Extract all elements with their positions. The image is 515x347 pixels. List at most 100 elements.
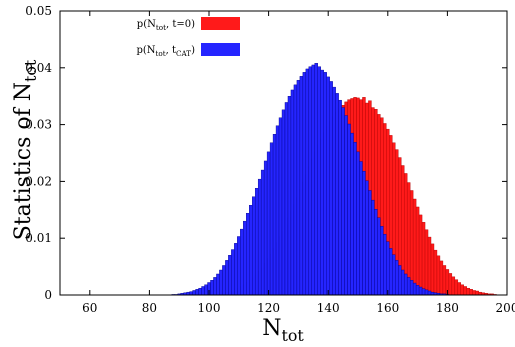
x-axis-label: Ntot [262, 316, 304, 345]
histogram-bar [237, 236, 241, 296]
histogram-bar [427, 290, 432, 296]
histogram-bar [260, 169, 265, 296]
histogram-bar [383, 234, 387, 296]
histogram-bar [228, 255, 232, 296]
histogram-bar [246, 213, 250, 296]
histogram-bar [252, 196, 256, 296]
histogram-bar [231, 249, 235, 296]
histogram-bar [386, 241, 390, 296]
histogram-bar [326, 76, 330, 296]
histogram-bar [272, 134, 277, 296]
histogram-bar [356, 151, 360, 296]
histogram-bar [389, 248, 393, 296]
histogram-bar [347, 123, 351, 296]
histogram-bar [377, 217, 381, 296]
histogram-bar [299, 76, 304, 296]
histogram-bar [302, 72, 307, 296]
x-tick-label: 160 [376, 301, 399, 315]
histogram-bar [374, 209, 378, 296]
histogram-bar [275, 125, 280, 296]
histogram-bar [323, 72, 327, 296]
histogram-bar [409, 280, 414, 296]
x-tick-label: 140 [317, 301, 340, 315]
histogram-bar [308, 66, 313, 296]
histogram-bar [195, 289, 199, 296]
histogram-bar [225, 260, 229, 296]
histogram-bar [418, 214, 423, 296]
histogram-bar [436, 255, 441, 296]
legend: p(Ntot, t=0) p(Ntot, tCAT) [136, 17, 240, 58]
histogram-bar [418, 286, 423, 296]
histogram-bar [266, 151, 271, 296]
histogram-bar [424, 229, 429, 296]
histogram-bar [219, 269, 223, 296]
histogram-bar [243, 220, 247, 296]
histogram-bar [249, 205, 253, 296]
x-tick-label: 60 [82, 301, 97, 315]
y-tick-label: 0 [44, 288, 52, 302]
histogram-bar [415, 206, 420, 296]
x-tick-label: 120 [257, 301, 280, 315]
histogram-bar [269, 142, 274, 296]
histogram-bar [475, 290, 479, 296]
histogram-bar [198, 287, 202, 296]
histogram-bar [403, 273, 408, 296]
legend-swatch-red [201, 17, 240, 30]
y-tick-label: 0.03 [25, 118, 52, 132]
histogram-bar [469, 289, 473, 296]
y-tick-label: 0.05 [25, 4, 52, 18]
histogram-bar [415, 285, 420, 296]
histogram-bar [430, 243, 435, 296]
histogram-bar [201, 286, 205, 296]
histogram-bar [371, 199, 375, 296]
histogram-bar [448, 273, 453, 296]
histogram-bar [350, 132, 354, 296]
histogram-bar [442, 265, 447, 296]
histogram-bar [409, 190, 414, 296]
histogram-bar [222, 265, 226, 296]
histogram-bar [287, 95, 292, 296]
histogram-bar [216, 273, 220, 296]
histogram-bar [353, 142, 357, 296]
histogram-bar [317, 66, 321, 296]
histogram-bar [189, 291, 193, 296]
histogram-bar [457, 282, 462, 296]
histogram-bar [421, 288, 426, 296]
histogram-bar [263, 160, 268, 296]
histogram-bar [311, 64, 315, 296]
histogram-bar [338, 99, 342, 296]
x-tick-label: 100 [198, 301, 221, 315]
histogram-bar [257, 178, 262, 296]
histogram-bar [401, 269, 405, 296]
histogram-bar [335, 93, 339, 296]
axis-ticks: 60 80 100 120 140 160 180 200 0 0.01 0.02 0.03 0.04 0… [25, 4, 515, 315]
histogram-bar [341, 107, 345, 296]
legend-label-red: p(Ntot, t=0) [137, 19, 195, 32]
x-tick-label: 80 [142, 301, 157, 315]
y-tick-label: 0.01 [25, 231, 52, 245]
histogram-bar [314, 63, 318, 296]
y-tick-label: 0.04 [25, 61, 52, 75]
histogram-bar [424, 289, 429, 296]
histogram-bar [293, 84, 298, 296]
plot-frame [59, 10, 508, 296]
histogram-bar [466, 287, 470, 296]
y-tick-label: 0.02 [25, 174, 52, 188]
histogram-bar [240, 228, 244, 296]
histogram-bar [254, 188, 259, 296]
histogram-bar [296, 80, 301, 296]
histogram-bar [472, 290, 476, 296]
histogram-bar [427, 236, 432, 296]
histogram-bar [368, 190, 372, 296]
histogram-bar [395, 260, 399, 296]
histogram-bar [392, 254, 396, 296]
histogram-bar [204, 284, 208, 296]
histogram-bar [463, 286, 467, 296]
histogram-bar [329, 81, 333, 296]
x-tick-label: 200 [496, 301, 515, 315]
histogram-bar [406, 277, 411, 296]
histogram-bar [290, 89, 295, 296]
histogram-bar [359, 161, 363, 296]
histogram-bar [380, 226, 384, 296]
